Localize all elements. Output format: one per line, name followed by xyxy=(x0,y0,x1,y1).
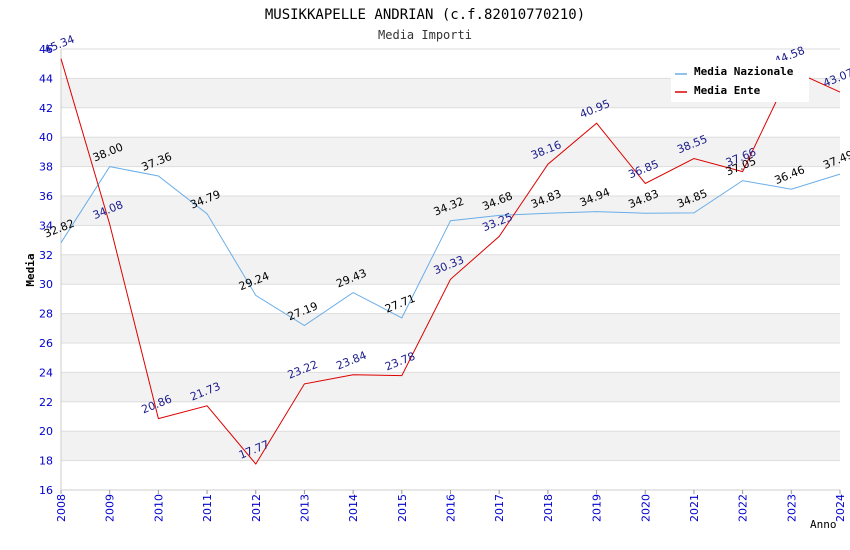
x-tick-label: 2020 xyxy=(639,494,652,522)
x-tick-label: 2015 xyxy=(396,494,409,522)
y-tick-label: 40 xyxy=(39,131,53,144)
chart-title: MUSIKKAPELLE ANDRIAN (c.f.82010770210) xyxy=(265,7,585,23)
grid-band xyxy=(61,372,840,402)
x-tick-label: 2016 xyxy=(445,494,458,522)
grid-lines xyxy=(60,48,840,491)
y-tick-label: 38 xyxy=(39,161,53,174)
x-tick-label: 2010 xyxy=(152,494,165,522)
x-tick-label: 2014 xyxy=(347,494,360,522)
y-tick-label: 34 xyxy=(39,219,53,232)
series-line-media-nazionale xyxy=(60,166,841,327)
y-tick-label: 36 xyxy=(39,190,53,203)
x-tick-label: 2022 xyxy=(737,494,750,522)
y-tick-label: 22 xyxy=(39,396,53,409)
y-tick-label: 42 xyxy=(39,102,53,115)
x-tick-label: 2012 xyxy=(250,494,263,522)
series-lines xyxy=(60,58,841,465)
x-tick-label: 2011 xyxy=(201,494,214,522)
y-tick-label: 26 xyxy=(39,337,53,350)
y-axis-label: Media xyxy=(24,253,37,286)
x-tick-label: 2021 xyxy=(688,494,701,522)
x-tick-label: 2008 xyxy=(55,494,68,522)
grid-band xyxy=(61,431,840,461)
y-tick-label: 30 xyxy=(39,278,53,291)
x-tick-label: 2017 xyxy=(493,494,506,522)
legend: Media Nazionale Media Ente xyxy=(671,60,809,102)
data-label-media-nazionale: 27.71 xyxy=(383,292,417,316)
series-line-media-ente xyxy=(60,58,841,465)
y-tick-label: 44 xyxy=(39,72,53,85)
legend-box xyxy=(671,60,809,102)
x-axis-ticks: 2008 2009 2010 2011 2012 2013 2014 2015 2016 2017… xyxy=(55,490,847,522)
x-tick-label: 2019 xyxy=(591,494,604,522)
x-tick-label: 2009 xyxy=(104,494,117,522)
y-tick-label: 16 xyxy=(39,484,53,497)
y-tick-label: 28 xyxy=(39,308,53,321)
data-label-media-ente: 23.78 xyxy=(383,350,417,374)
x-tick-label: 2013 xyxy=(298,494,311,522)
y-axis-ticks: 16 18 20 22 24 26 28 30 32 34 36 38 40 42 44 46 xyxy=(39,43,53,497)
x-tick-label: 2023 xyxy=(785,494,798,522)
data-label-media-ente: 45.34 xyxy=(42,33,76,57)
grid-band xyxy=(61,137,840,167)
chart-subtitle: Media Importi xyxy=(378,28,472,42)
y-tick-label: 20 xyxy=(39,425,53,438)
data-label-media-ente: 23.84 xyxy=(334,349,368,373)
grid-band xyxy=(61,313,840,343)
y-tick-label: 32 xyxy=(39,249,53,262)
x-tick-label: 2024 xyxy=(834,494,847,522)
y-tick-label: 18 xyxy=(39,455,53,468)
legend-label-media-ente: Media Ente xyxy=(694,84,761,97)
y-tick-label: 24 xyxy=(39,366,53,379)
x-axis-label: Anno xyxy=(810,518,837,531)
y-tick-label: 46 xyxy=(39,43,53,56)
x-tick-label: 2018 xyxy=(542,494,555,522)
legend-label-media-nazionale: Media Nazionale xyxy=(694,65,794,78)
